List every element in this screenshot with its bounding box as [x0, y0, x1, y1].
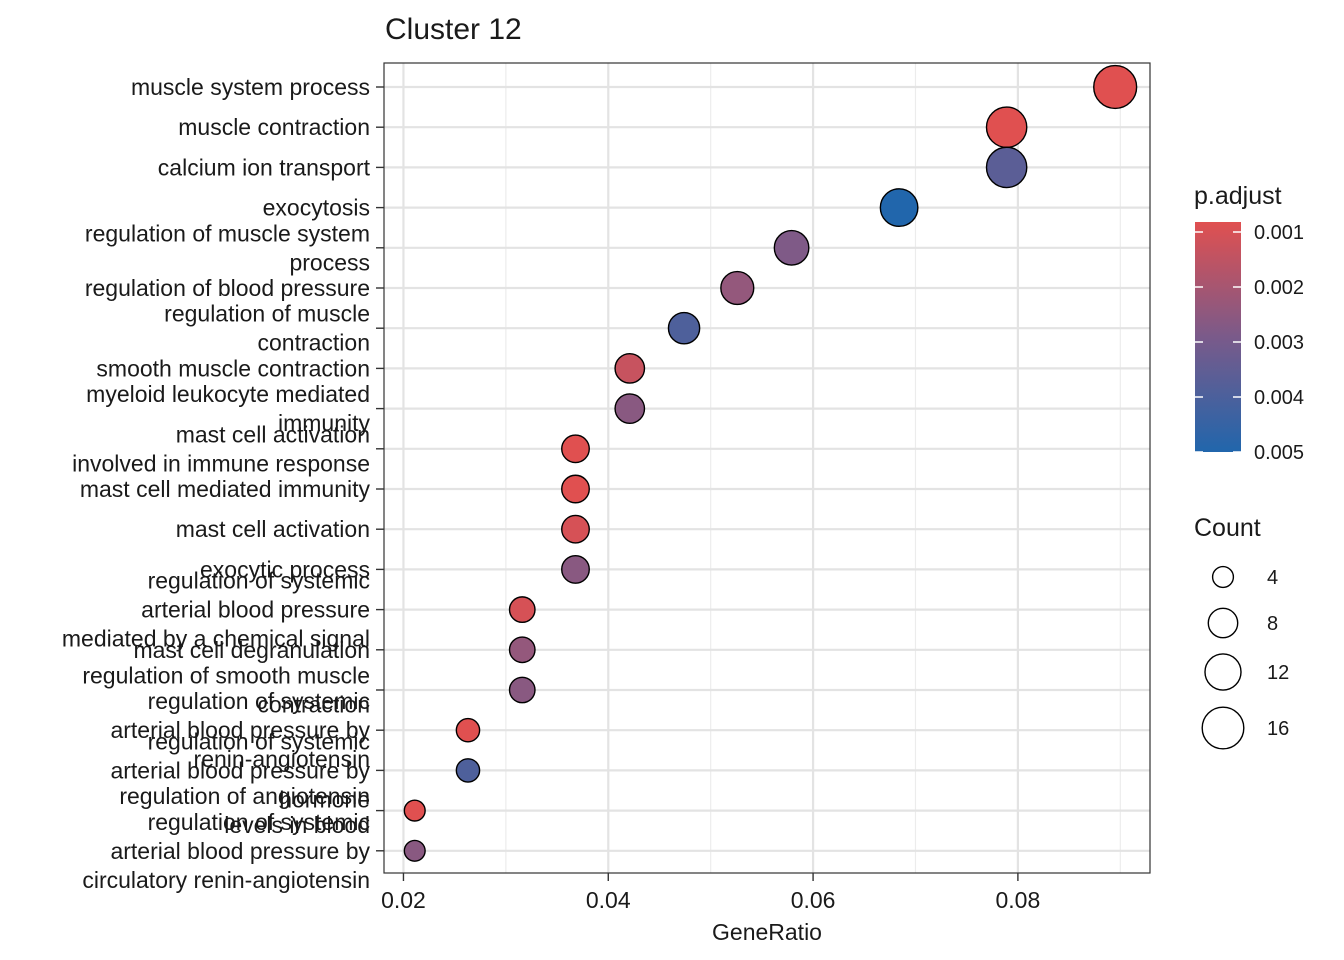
- y-tick-label: calcium ion transport: [158, 154, 371, 180]
- y-axis: muscle system process muscle contraction c…: [62, 74, 384, 893]
- y-tick-label: myeloid leukocyte mediated immunity: [86, 381, 370, 436]
- data-point: [561, 434, 590, 464]
- y-tick-label: regulation of blood pressure: [85, 275, 370, 301]
- size-legend-label: 8: [1267, 613, 1278, 635]
- size-legend-circle: [1207, 607, 1239, 639]
- x-tick-label: 0.08: [996, 887, 1041, 913]
- size-legend-title: Count: [1194, 514, 1261, 542]
- color-legend-bar: [1195, 222, 1241, 452]
- y-tick-label: exocytic process: [200, 556, 370, 582]
- data-point: [455, 717, 481, 743]
- data-point: [561, 554, 590, 584]
- data-point: [985, 106, 1028, 149]
- size-legend-label: 16: [1267, 718, 1289, 740]
- size-legend-circle: [1201, 706, 1245, 750]
- color-legend-label: 0.003: [1254, 332, 1304, 354]
- data-point: [773, 229, 810, 266]
- y-tick-label: smooth muscle contraction: [96, 355, 370, 381]
- x-axis: 0.02 0.04 0.06 0.08: [381, 873, 1040, 913]
- y-tick-label: muscle system process: [131, 74, 370, 100]
- data-point: [403, 799, 426, 822]
- y-tick-label: regulation of muscle contraction: [164, 301, 370, 356]
- size-legend-circle: [1211, 565, 1235, 589]
- color-legend-label: 0.001: [1254, 222, 1304, 244]
- y-tick-label: mast cell mediated immunity: [80, 476, 371, 502]
- data-point: [403, 839, 426, 862]
- y-tick-label: mast cell activation: [176, 516, 370, 542]
- color-legend-label: 0.004: [1254, 387, 1304, 409]
- chart-title: Cluster 12: [385, 13, 522, 46]
- color-legend-title: p.adjust: [1194, 182, 1282, 210]
- y-tick-label: regulation of systemic arterial blood pre…: [62, 568, 370, 652]
- color-legend: p.adjust 0.001 0.002 0.003 0.004 0.005: [1194, 182, 1304, 464]
- x-tick-label: 0.02: [381, 887, 426, 913]
- x-tick-label: 0.04: [586, 887, 631, 913]
- size-legend-circle: [1204, 653, 1242, 691]
- x-axis-label: GeneRatio: [712, 919, 822, 945]
- data-point: [667, 311, 701, 345]
- data-point: [561, 474, 590, 504]
- data-point: [508, 596, 536, 624]
- data-point: [561, 514, 590, 544]
- y-tick-label: regulation of systemic arterial blood pre…: [110, 688, 370, 772]
- y-tick-label: regulation of muscle system process: [85, 220, 370, 275]
- size-legend: Count 4 8 12 16: [1194, 514, 1289, 750]
- y-tick-label: regulation of systemic arterial blood pre…: [82, 809, 370, 893]
- x-tick-label: 0.06: [791, 887, 836, 913]
- data-point: [614, 393, 646, 425]
- data-point: [455, 758, 481, 783]
- y-tick-label: regulation of systemic arterial blood pre…: [110, 728, 370, 812]
- color-legend-label: 0.005: [1254, 442, 1304, 464]
- data-point: [879, 188, 919, 228]
- data-point: [508, 636, 536, 664]
- size-legend-items: 4 8 12 16: [1201, 565, 1289, 750]
- y-tick-label: regulation of smooth muscle contraction: [82, 663, 370, 718]
- color-legend-label: 0.002: [1254, 277, 1304, 299]
- y-tick-label: exocytosis: [263, 195, 370, 221]
- data-point: [720, 270, 755, 306]
- y-tick-label: mast cell activation involved in immune r…: [72, 421, 370, 476]
- data-point: [508, 676, 536, 704]
- plot-panel-border: [383, 62, 1151, 874]
- color-legend-ticks: 0.001 0.002 0.003 0.004 0.005: [1195, 222, 1304, 464]
- data-points: [403, 64, 1138, 862]
- data-point: [1093, 64, 1138, 110]
- y-tick-label: muscle contraction: [178, 114, 370, 140]
- size-legend-label: 12: [1267, 662, 1289, 684]
- data-point: [985, 146, 1028, 189]
- y-tick-label: mast cell degranulation: [133, 637, 370, 663]
- size-legend-label: 4: [1267, 567, 1278, 589]
- data-point: [614, 352, 646, 384]
- major-gridlines: [384, 63, 1150, 873]
- y-tick-label: regulation of angiotensin levels in blood: [119, 783, 370, 838]
